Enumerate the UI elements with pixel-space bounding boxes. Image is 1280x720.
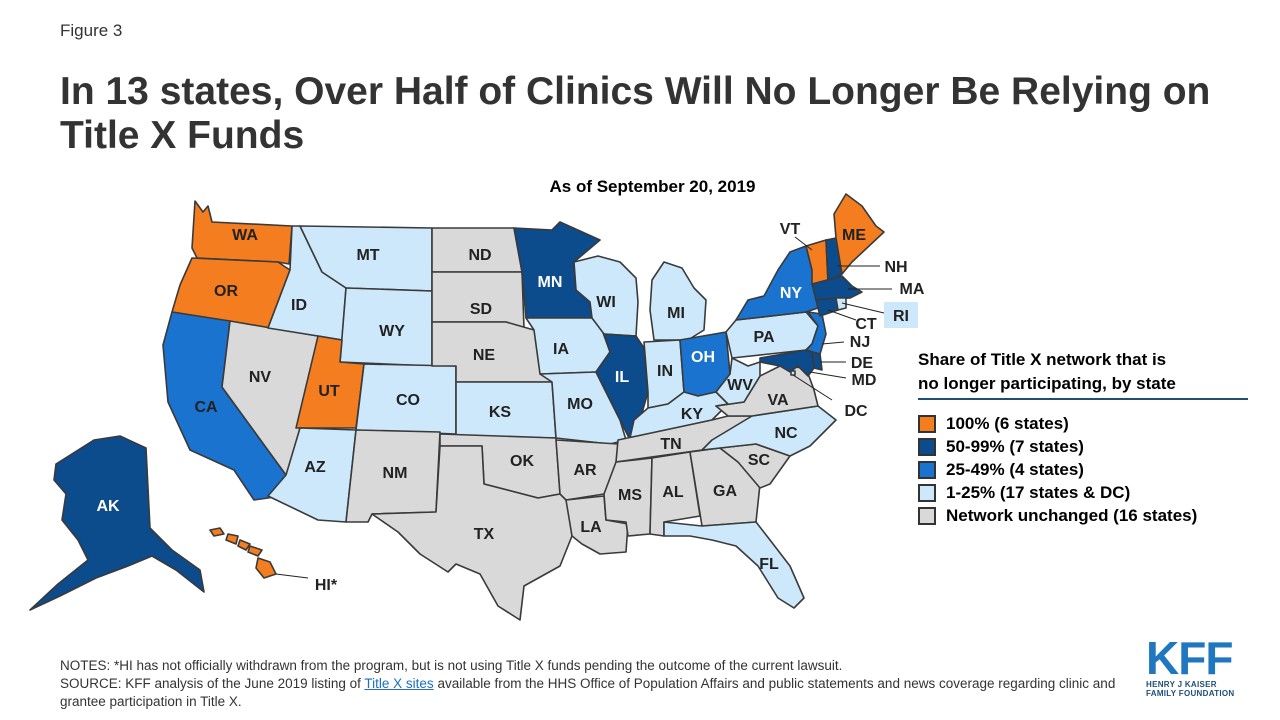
label-ky: KY [681,406,704,423]
label-de: DE [851,355,874,372]
legend-label-25-49: 25-49% (4 states) [946,459,1084,479]
legend-swatch-25-49 [918,460,936,479]
state-me [833,193,885,275]
label-ma: MA [900,281,925,298]
label-il: IL [615,369,629,386]
label-wv: WV [727,377,753,394]
label-nj: NJ [850,334,870,351]
legend-title: Share of Title X network that is no long… [918,348,1248,400]
label-wy: WY [379,323,405,340]
kff-logo-line-2: FAMILY FOUNDATION [1146,689,1235,698]
kff-logo-mark: KFF [1146,632,1233,684]
legend-label-100: 100% (6 states) [946,413,1069,433]
label-hi: HI* [315,577,338,594]
state-ct [815,297,839,317]
label-ks: KS [489,404,512,421]
legend-label-50-99: 50-99% (7 states) [946,436,1084,456]
title-x-sites-link[interactable]: Title X sites [364,676,434,691]
label-dc: DC [844,403,868,420]
legend-label-unchanged: Network unchanged (16 states) [946,505,1198,525]
label-ne: NE [473,347,496,364]
source-text: SOURCE: KFF analysis of the June 2019 li… [60,675,1140,711]
label-nc: NC [774,425,798,442]
legend-label-1-25: 1-25% (17 states & DC) [946,482,1131,502]
state-wv [715,357,761,407]
label-ca: CA [194,399,218,416]
figure-label: Figure 3 [60,21,123,40]
legend-title-line-1: Share of Title X network that is [918,350,1167,369]
label-mi: MI [667,305,685,322]
label-in: IN [657,363,673,380]
label-tx: TX [474,526,495,543]
label-nd: ND [468,247,491,264]
legend-item-50-99: 50-99% (7 states) [918,435,1258,458]
legend-title-line-2: no longer participating, by state [918,374,1176,393]
label-fl: FL [759,556,779,573]
label-sd: SD [470,301,492,318]
label-ms: MS [618,487,642,504]
legend-item-unchanged: Network unchanged (16 states) [918,504,1258,527]
kff-logo: KFF HENRY J KAISER FAMILY FOUNDATION [1146,632,1266,698]
label-ri: RI [893,308,909,325]
source-prefix: SOURCE: KFF analysis of the June 2019 li… [60,676,365,691]
notes-text: NOTES: *HI has not officially withdrawn … [60,658,843,673]
label-ut: UT [318,383,340,400]
label-pa: PA [753,329,774,346]
chart-title: In 13 states, Over Half of Clinics Will … [60,70,1211,157]
label-co: CO [396,392,420,409]
state-dc [790,370,796,376]
state-ny [735,245,819,321]
label-md: MD [852,372,877,389]
state-mi [649,261,707,341]
label-tn: TN [660,436,681,453]
label-ct: CT [855,316,877,333]
legend-swatch-1-25 [918,483,936,502]
label-ny: NY [780,285,803,302]
legend-swatch-50-99 [918,437,936,456]
state-hi [209,527,277,579]
label-mn: MN [538,274,563,291]
label-wa: WA [232,227,258,244]
state-sd [431,271,525,329]
legend-item-25-49: 25-49% (4 states) [918,458,1258,481]
source-suffix: available from the HHS Office of Populat… [60,676,1116,709]
label-la: LA [580,519,602,536]
label-ar: AR [573,462,597,479]
footnotes: NOTES: *HI has not officially withdrawn … [60,657,1140,711]
label-wi: WI [596,294,616,311]
label-id: ID [291,297,307,314]
label-oh: OH [691,349,715,366]
label-ia: IA [553,341,569,358]
legend-swatch-100 [918,414,936,433]
leader-lines [275,236,892,579]
label-mo: MO [567,396,593,413]
label-va: VA [767,392,788,409]
state-ak [29,435,205,611]
label-nm: NM [383,465,408,482]
legend-item-1-25: 1-25% (17 states & DC) [918,481,1258,504]
label-ok: OK [510,453,534,470]
label-ak: AK [96,498,120,515]
legend-swatch-unchanged [918,506,936,525]
label-vt: VT [780,221,801,238]
label-nv: NV [249,369,272,386]
label-ga: GA [713,483,737,500]
label-az: AZ [304,459,326,476]
label-al: AL [662,484,684,501]
label-sc: SC [748,452,771,469]
label-or: OR [214,283,238,300]
kff-logo-line-1: HENRY J KAISER [1146,680,1217,689]
legend-item-100: 100% (6 states) [918,412,1258,435]
map-legend: Share of Title X network that is no long… [918,348,1258,527]
chart-subtitle: As of September 20, 2019 [549,177,756,196]
state-md [759,349,815,377]
label-mt: MT [356,247,379,264]
label-nh: NH [884,259,907,276]
state-tx [371,445,573,621]
state-ri [835,297,847,311]
state-fl [663,521,805,609]
label-me: ME [842,227,866,244]
ri-label-box [884,302,918,328]
